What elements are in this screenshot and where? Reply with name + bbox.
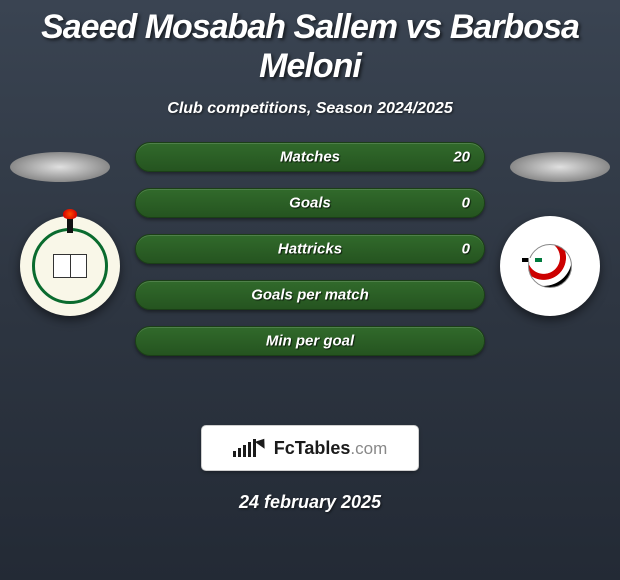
stat-row-goals-per-match: Goals per match bbox=[135, 280, 485, 310]
club-badge-left bbox=[20, 216, 120, 316]
player-right-silhouette bbox=[510, 152, 610, 182]
club-badge-right bbox=[500, 216, 600, 316]
generated-date: 24 february 2025 bbox=[0, 492, 620, 513]
torch-icon bbox=[67, 217, 73, 233]
stat-row-hattricks: Hattricks 0 bbox=[135, 234, 485, 264]
club-badge-left-inner bbox=[32, 228, 108, 304]
brand-name: FcTables bbox=[274, 438, 351, 458]
page-title: Saeed Mosabah Sallem vs Barbosa Meloni bbox=[0, 0, 620, 86]
comparison-stage: Matches 20 Goals 0 Hattricks 0 Goals per… bbox=[0, 148, 620, 408]
stat-right-value: 0 bbox=[462, 241, 470, 258]
brand-arrow-icon bbox=[255, 435, 269, 448]
stat-rows: Matches 20 Goals 0 Hattricks 0 Goals per… bbox=[135, 142, 485, 372]
stat-row-goals: Goals 0 bbox=[135, 188, 485, 218]
brand-bars-icon bbox=[233, 439, 256, 457]
football-icon bbox=[528, 244, 572, 288]
stat-label: Goals per match bbox=[136, 287, 484, 304]
stat-label: Hattricks bbox=[136, 241, 484, 258]
page-subtitle: Club competitions, Season 2024/2025 bbox=[0, 100, 620, 118]
stat-right-value: 0 bbox=[462, 195, 470, 212]
stat-row-matches: Matches 20 bbox=[135, 142, 485, 172]
stat-label: Matches bbox=[136, 149, 484, 166]
brand-box: FcTables.com bbox=[202, 426, 418, 470]
stat-right-value: 20 bbox=[453, 149, 470, 166]
stat-label: Min per goal bbox=[136, 333, 484, 350]
brand-domain: .com bbox=[350, 439, 387, 458]
brand-text: FcTables.com bbox=[274, 438, 388, 459]
player-left-silhouette bbox=[10, 152, 110, 182]
stat-label: Goals bbox=[136, 195, 484, 212]
stat-row-min-per-goal: Min per goal bbox=[135, 326, 485, 356]
flag-stripe-icon bbox=[522, 258, 542, 262]
club-badge-right-inner bbox=[514, 230, 586, 302]
book-icon bbox=[53, 254, 87, 278]
